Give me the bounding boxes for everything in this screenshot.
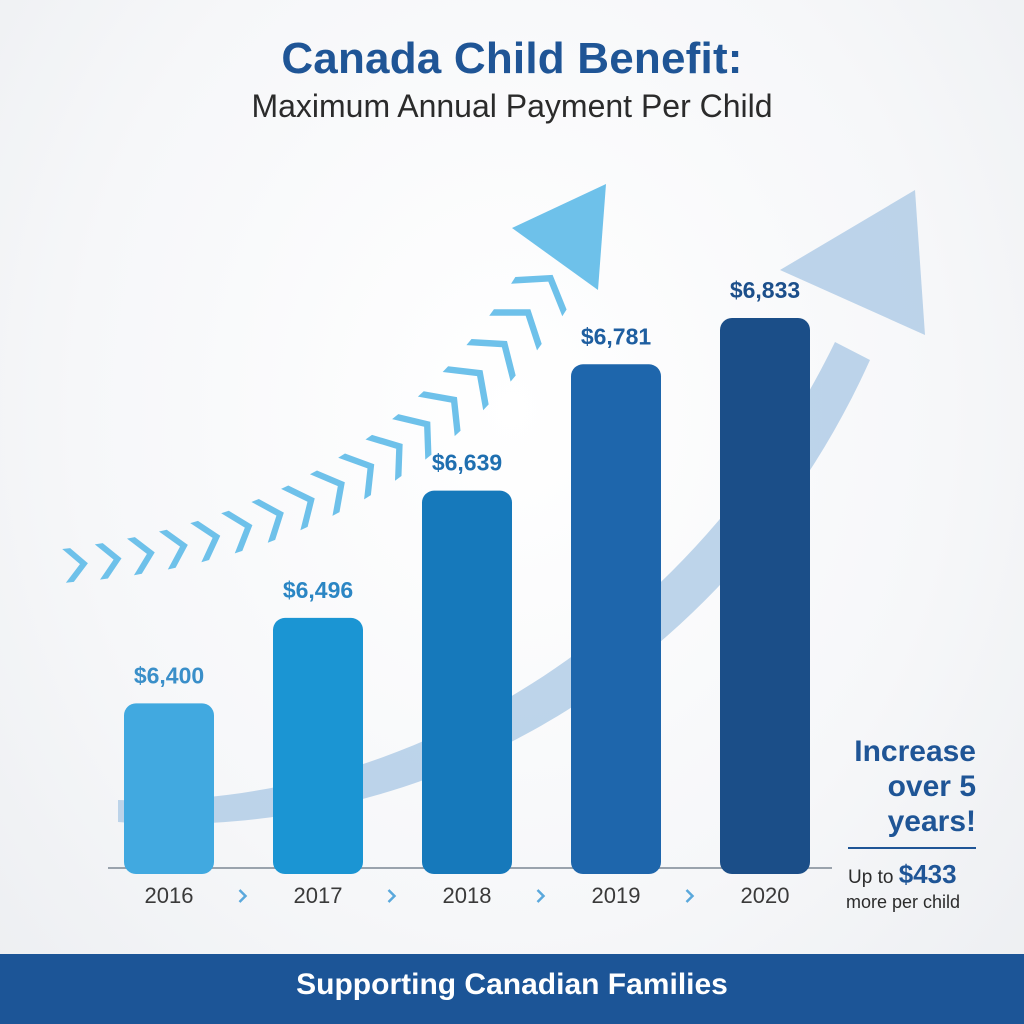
chevron-segment: [511, 274, 567, 317]
chevron-segment: [365, 434, 403, 481]
chevron-segment: [392, 414, 432, 460]
chevron-segment: [158, 529, 188, 570]
chevron-segment: [309, 470, 345, 516]
x-tick-2018: 2018: [443, 883, 492, 908]
callout-suffix: more per child: [846, 892, 961, 913]
footer-banner: [0, 954, 1024, 1024]
chevron-right-icon: [536, 889, 546, 903]
chevron-segment: [489, 309, 542, 351]
chart-subtitle: Maximum Annual Payment Per Child: [251, 88, 773, 124]
callout-prefix: Up to: [848, 867, 894, 889]
callout-amount: $433: [898, 859, 957, 890]
chevron-segment: [281, 485, 315, 531]
bar-2017: [273, 617, 363, 874]
value-label-2019: $6,781: [581, 323, 652, 349]
bar-chart: $6,400 $6,496 $6,639 $6,781 $6,833 2016 2017 2…: [62, 184, 925, 908]
callout-divider: [848, 847, 976, 850]
chevron-arrow: [62, 184, 606, 583]
bar-2018: [422, 490, 512, 874]
value-label-2020: $6,833: [730, 277, 800, 303]
value-label-2017: $6,496: [283, 577, 353, 603]
x-tick-2017: 2017: [294, 883, 343, 908]
callout-headline: Increase over 5 years!: [854, 735, 976, 839]
chevron-segment: [94, 543, 122, 580]
chevron-right-icon: [238, 889, 248, 903]
value-label-2016: $6,400: [134, 662, 204, 688]
chevron-segment: [251, 498, 284, 543]
arrow-head: [512, 184, 606, 290]
bar-2020: [720, 318, 810, 874]
chevron-segment: [466, 338, 516, 382]
increase-callout: Increase over 5 years! Up to $433 more p…: [836, 734, 976, 913]
callout-amount-line: Up to $433: [836, 859, 976, 890]
chevron-segment: [338, 453, 375, 500]
value-label-2018: $6,639: [432, 450, 502, 476]
x-tick-2016: 2016: [145, 883, 194, 908]
chart-title: Canada Child Benefit:: [281, 34, 743, 83]
bar-2016: [124, 703, 214, 874]
chevron-segment: [221, 510, 253, 554]
bar-2019: [571, 364, 661, 874]
chevron-right-icon: [387, 889, 397, 903]
chevron-segment: [62, 548, 88, 583]
x-tick-2019: 2019: [592, 883, 641, 908]
chevron-segment: [442, 366, 489, 411]
chevron-segment: [127, 537, 155, 576]
chevron-right-icon: [685, 889, 695, 903]
chevron-segment: [417, 391, 461, 437]
footer-text: Supporting Canadian Families: [296, 968, 728, 1001]
x-tick-2020: 2020: [741, 883, 790, 908]
chevron-segment: [190, 520, 221, 563]
